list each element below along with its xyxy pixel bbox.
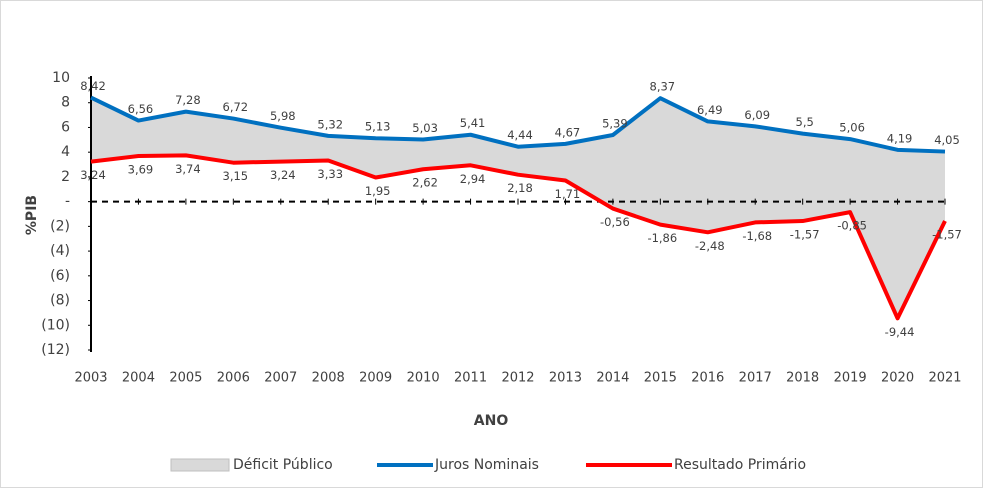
data-label: 2,94 xyxy=(460,172,486,186)
data-label: -2,48 xyxy=(695,239,725,253)
y-tick-label: 10 xyxy=(52,70,70,86)
data-label: 1,95 xyxy=(365,184,391,198)
data-label: 5,98 xyxy=(270,109,296,123)
data-label: -1,57 xyxy=(932,228,962,242)
y-tick-label: (4) xyxy=(50,243,70,259)
data-label: -9,44 xyxy=(885,325,915,339)
data-label: 6,56 xyxy=(128,102,154,116)
deficit-area xyxy=(91,97,945,319)
data-label: 7,28 xyxy=(175,93,201,107)
x-tick-label: 2010 xyxy=(407,371,440,386)
x-tick-label: 2017 xyxy=(739,371,772,386)
data-label: 4,44 xyxy=(507,128,533,142)
x-tick-label: 2005 xyxy=(169,371,202,386)
data-label: 2,18 xyxy=(507,181,533,195)
x-tick-label: 2013 xyxy=(549,371,582,386)
y-tick-label: 4 xyxy=(61,144,70,160)
legend-label: Déficit Público xyxy=(233,457,333,473)
x-tick-label: 2014 xyxy=(596,371,629,386)
data-label: 3,69 xyxy=(128,163,154,177)
data-label: 1,71 xyxy=(555,187,581,201)
x-tick-label: 2015 xyxy=(644,371,677,386)
legend-swatch xyxy=(170,458,230,472)
data-label: -1,86 xyxy=(647,231,677,245)
data-label: 6,49 xyxy=(697,103,723,117)
y-axis-title: %PIB xyxy=(24,195,40,235)
y-tick-label: (2) xyxy=(50,218,70,234)
data-label: -1,57 xyxy=(790,228,820,242)
x-tick-label: 2021 xyxy=(928,371,961,386)
data-label: 2,62 xyxy=(412,176,438,190)
y-tick-label: (6) xyxy=(50,268,70,284)
x-tick-label: 2004 xyxy=(122,371,155,386)
data-label: 5,13 xyxy=(365,120,391,134)
x-tick-label: 2007 xyxy=(264,371,297,386)
x-tick-label: 2009 xyxy=(359,371,392,386)
legend-label: Juros Nominais xyxy=(434,457,539,473)
y-tick-label: 6 xyxy=(61,119,70,135)
y-tick-label: (10) xyxy=(41,317,70,333)
data-label: 6,72 xyxy=(223,100,249,114)
series-line xyxy=(90,95,946,154)
data-label: 3,15 xyxy=(223,169,249,183)
data-label: -1,68 xyxy=(742,229,772,243)
y-tick-label: (12) xyxy=(41,342,70,358)
data-label: 5,06 xyxy=(839,121,865,135)
data-label: 4,05 xyxy=(934,133,960,147)
data-label: 5,41 xyxy=(460,116,486,130)
data-label: 4,67 xyxy=(555,125,581,139)
y-tick-label: 2 xyxy=(61,169,70,185)
x-tick-label: 2019 xyxy=(834,371,867,386)
x-tick-label: 2020 xyxy=(881,371,914,386)
legend-label: Resultado Primário xyxy=(674,457,806,473)
x-tick-label: 2003 xyxy=(74,371,107,386)
x-tick-label: 2008 xyxy=(312,371,345,386)
series-line xyxy=(90,153,947,321)
data-label: 5,39 xyxy=(602,116,628,130)
data-label: 3,74 xyxy=(175,162,201,176)
x-tick-label: 2011 xyxy=(454,371,487,386)
data-label: 4,19 xyxy=(887,131,913,145)
data-label: 8,37 xyxy=(650,80,676,94)
x-tick-label: 2016 xyxy=(691,371,724,386)
data-label: -0,56 xyxy=(600,215,630,229)
data-label: 5,5 xyxy=(796,115,814,129)
data-label: 6,09 xyxy=(744,108,770,122)
data-label: -0,85 xyxy=(837,219,867,233)
data-label: 5,32 xyxy=(317,117,343,131)
data-label: 5,03 xyxy=(412,121,438,135)
data-label: 3,24 xyxy=(270,168,296,182)
data-label: 8,42 xyxy=(80,79,106,93)
x-axis-title: ANO xyxy=(474,413,509,429)
x-tick-label: 2006 xyxy=(217,371,250,386)
y-tick-label: - xyxy=(65,194,70,210)
x-tick-label: 2012 xyxy=(501,371,534,386)
x-tick-label: 2018 xyxy=(786,371,819,386)
y-tick-label: 8 xyxy=(61,95,70,111)
data-label: 3,33 xyxy=(317,167,343,181)
y-tick-label: (8) xyxy=(50,293,70,309)
data-label: 3,24 xyxy=(80,168,106,182)
